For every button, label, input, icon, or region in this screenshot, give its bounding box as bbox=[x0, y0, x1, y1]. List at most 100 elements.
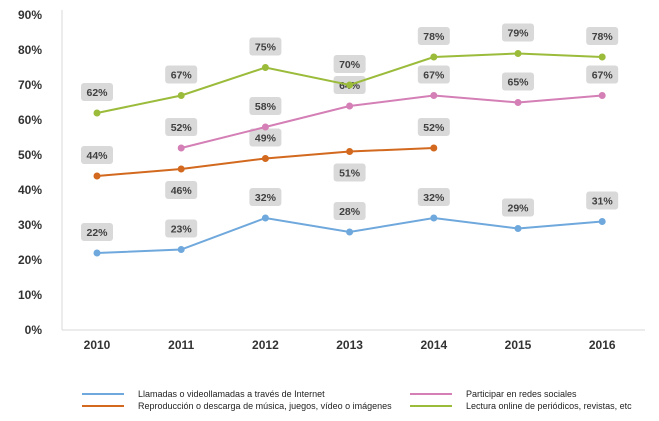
legend-item: Llamadas o videollamadas a través de Int… bbox=[82, 389, 325, 399]
data-point bbox=[346, 228, 354, 236]
x-tick-label: 2011 bbox=[168, 338, 194, 352]
data-label-bg bbox=[417, 27, 450, 45]
data-label-bg bbox=[586, 27, 619, 45]
data-point bbox=[514, 225, 522, 232]
data-point bbox=[177, 144, 185, 152]
data-label-bg bbox=[249, 37, 282, 56]
chart-plot: 0% 10% 20% 30% 40% 50% 60% 70% 80% 90% 2010 2011 201… bbox=[18, 8, 645, 352]
legend-swatch bbox=[410, 393, 452, 395]
data-point bbox=[430, 53, 438, 61]
data-label: 67% bbox=[423, 70, 445, 82]
data-label-bg bbox=[165, 65, 198, 84]
data-label: 22% bbox=[86, 227, 108, 239]
data-label: 67% bbox=[592, 70, 614, 82]
data-point bbox=[346, 148, 354, 155]
y-tick-label: 60% bbox=[18, 113, 42, 127]
data-point bbox=[430, 92, 438, 99]
data-label: 75% bbox=[255, 42, 277, 54]
data-label: 70% bbox=[339, 59, 361, 71]
y-tick-label: 10% bbox=[18, 288, 42, 302]
data-label: 49% bbox=[255, 133, 277, 145]
data-label: 28% bbox=[339, 206, 361, 218]
x-tick-label: 2014 bbox=[420, 338, 447, 352]
data-label: 78% bbox=[592, 31, 614, 43]
legend-label: Participar en redes sociales bbox=[466, 389, 577, 399]
data-label: 52% bbox=[423, 122, 445, 134]
data-point bbox=[93, 109, 101, 117]
data-label: 51% bbox=[339, 168, 361, 180]
data-point bbox=[261, 64, 269, 71]
x-tick-label: 2016 bbox=[589, 338, 616, 352]
y-tick-label: 80% bbox=[18, 43, 42, 57]
data-label-bg bbox=[81, 223, 113, 241]
data-label-bg bbox=[81, 146, 113, 164]
data-point bbox=[93, 249, 101, 257]
data-label-bg bbox=[417, 188, 450, 206]
data-label-bg bbox=[586, 65, 619, 84]
data-label: 29% bbox=[507, 203, 529, 215]
data-point bbox=[261, 155, 269, 162]
data-point bbox=[598, 218, 606, 225]
data-label: 79% bbox=[507, 28, 529, 40]
y-tick-label: 40% bbox=[18, 183, 42, 197]
data-label-bg bbox=[502, 198, 534, 217]
data-label-bg bbox=[417, 65, 450, 84]
legend-swatch bbox=[82, 405, 124, 407]
data-label: 65% bbox=[507, 77, 529, 89]
x-tick-label: 2012 bbox=[252, 338, 279, 352]
y-tick-label: 20% bbox=[18, 253, 42, 267]
data-point bbox=[261, 214, 269, 222]
data-point bbox=[177, 92, 185, 99]
data-label-bg bbox=[333, 163, 366, 182]
data-label: 52% bbox=[171, 122, 193, 134]
legend-item: Participar en redes sociales bbox=[410, 389, 577, 399]
data-point bbox=[430, 214, 438, 222]
x-tick-label: 2015 bbox=[505, 338, 532, 352]
data-label: 62% bbox=[86, 87, 108, 99]
x-tick-label: 2013 bbox=[336, 338, 363, 352]
series-line bbox=[180, 94, 603, 149]
data-label-bg bbox=[333, 202, 366, 220]
legend-label: Lectura online de periódicos, revistas, … bbox=[466, 401, 632, 411]
data-point bbox=[261, 123, 269, 131]
data-label-bg bbox=[81, 83, 113, 101]
legend-item: Reproducción o descarga de música, juego… bbox=[82, 401, 392, 411]
data-label: 32% bbox=[255, 192, 277, 204]
data-label-bg bbox=[165, 118, 198, 136]
legend-swatch bbox=[410, 405, 452, 407]
legend-item: Lectura online de periódicos, revistas, … bbox=[410, 401, 632, 411]
data-point bbox=[514, 99, 522, 106]
data-point bbox=[177, 165, 185, 173]
x-tick-label: 2010 bbox=[84, 338, 111, 352]
data-label: 46% bbox=[171, 185, 193, 197]
legend-label: Llamadas o videollamadas a través de Int… bbox=[138, 389, 325, 399]
data-point bbox=[346, 81, 354, 89]
data-label-bg bbox=[165, 219, 198, 238]
data-label: 23% bbox=[171, 224, 193, 236]
data-point bbox=[177, 246, 185, 253]
data-label: 44% bbox=[86, 150, 108, 162]
data-label-bg bbox=[249, 188, 282, 206]
data-label-bg bbox=[586, 191, 619, 210]
data-point bbox=[430, 144, 438, 152]
data-label-bg bbox=[502, 72, 534, 91]
data-label-bg bbox=[502, 23, 534, 42]
legend-swatch bbox=[82, 393, 124, 395]
data-label: 32% bbox=[423, 192, 445, 204]
data-label: 31% bbox=[592, 196, 614, 208]
data-label-bg bbox=[333, 55, 366, 73]
data-point bbox=[346, 102, 354, 110]
data-label-bg bbox=[249, 128, 282, 147]
data-point bbox=[514, 50, 522, 57]
y-tick-label: 90% bbox=[18, 8, 42, 22]
data-label-bg bbox=[417, 118, 450, 136]
data-label: 67% bbox=[171, 70, 193, 82]
y-tick-label: 30% bbox=[18, 218, 42, 232]
y-tick-label: 50% bbox=[18, 148, 42, 162]
data-point bbox=[598, 92, 606, 99]
data-label-bg bbox=[249, 97, 282, 115]
legend-label: Reproducción o descarga de música, juego… bbox=[138, 401, 392, 411]
data-label-bg bbox=[165, 181, 198, 199]
data-point bbox=[598, 53, 606, 61]
